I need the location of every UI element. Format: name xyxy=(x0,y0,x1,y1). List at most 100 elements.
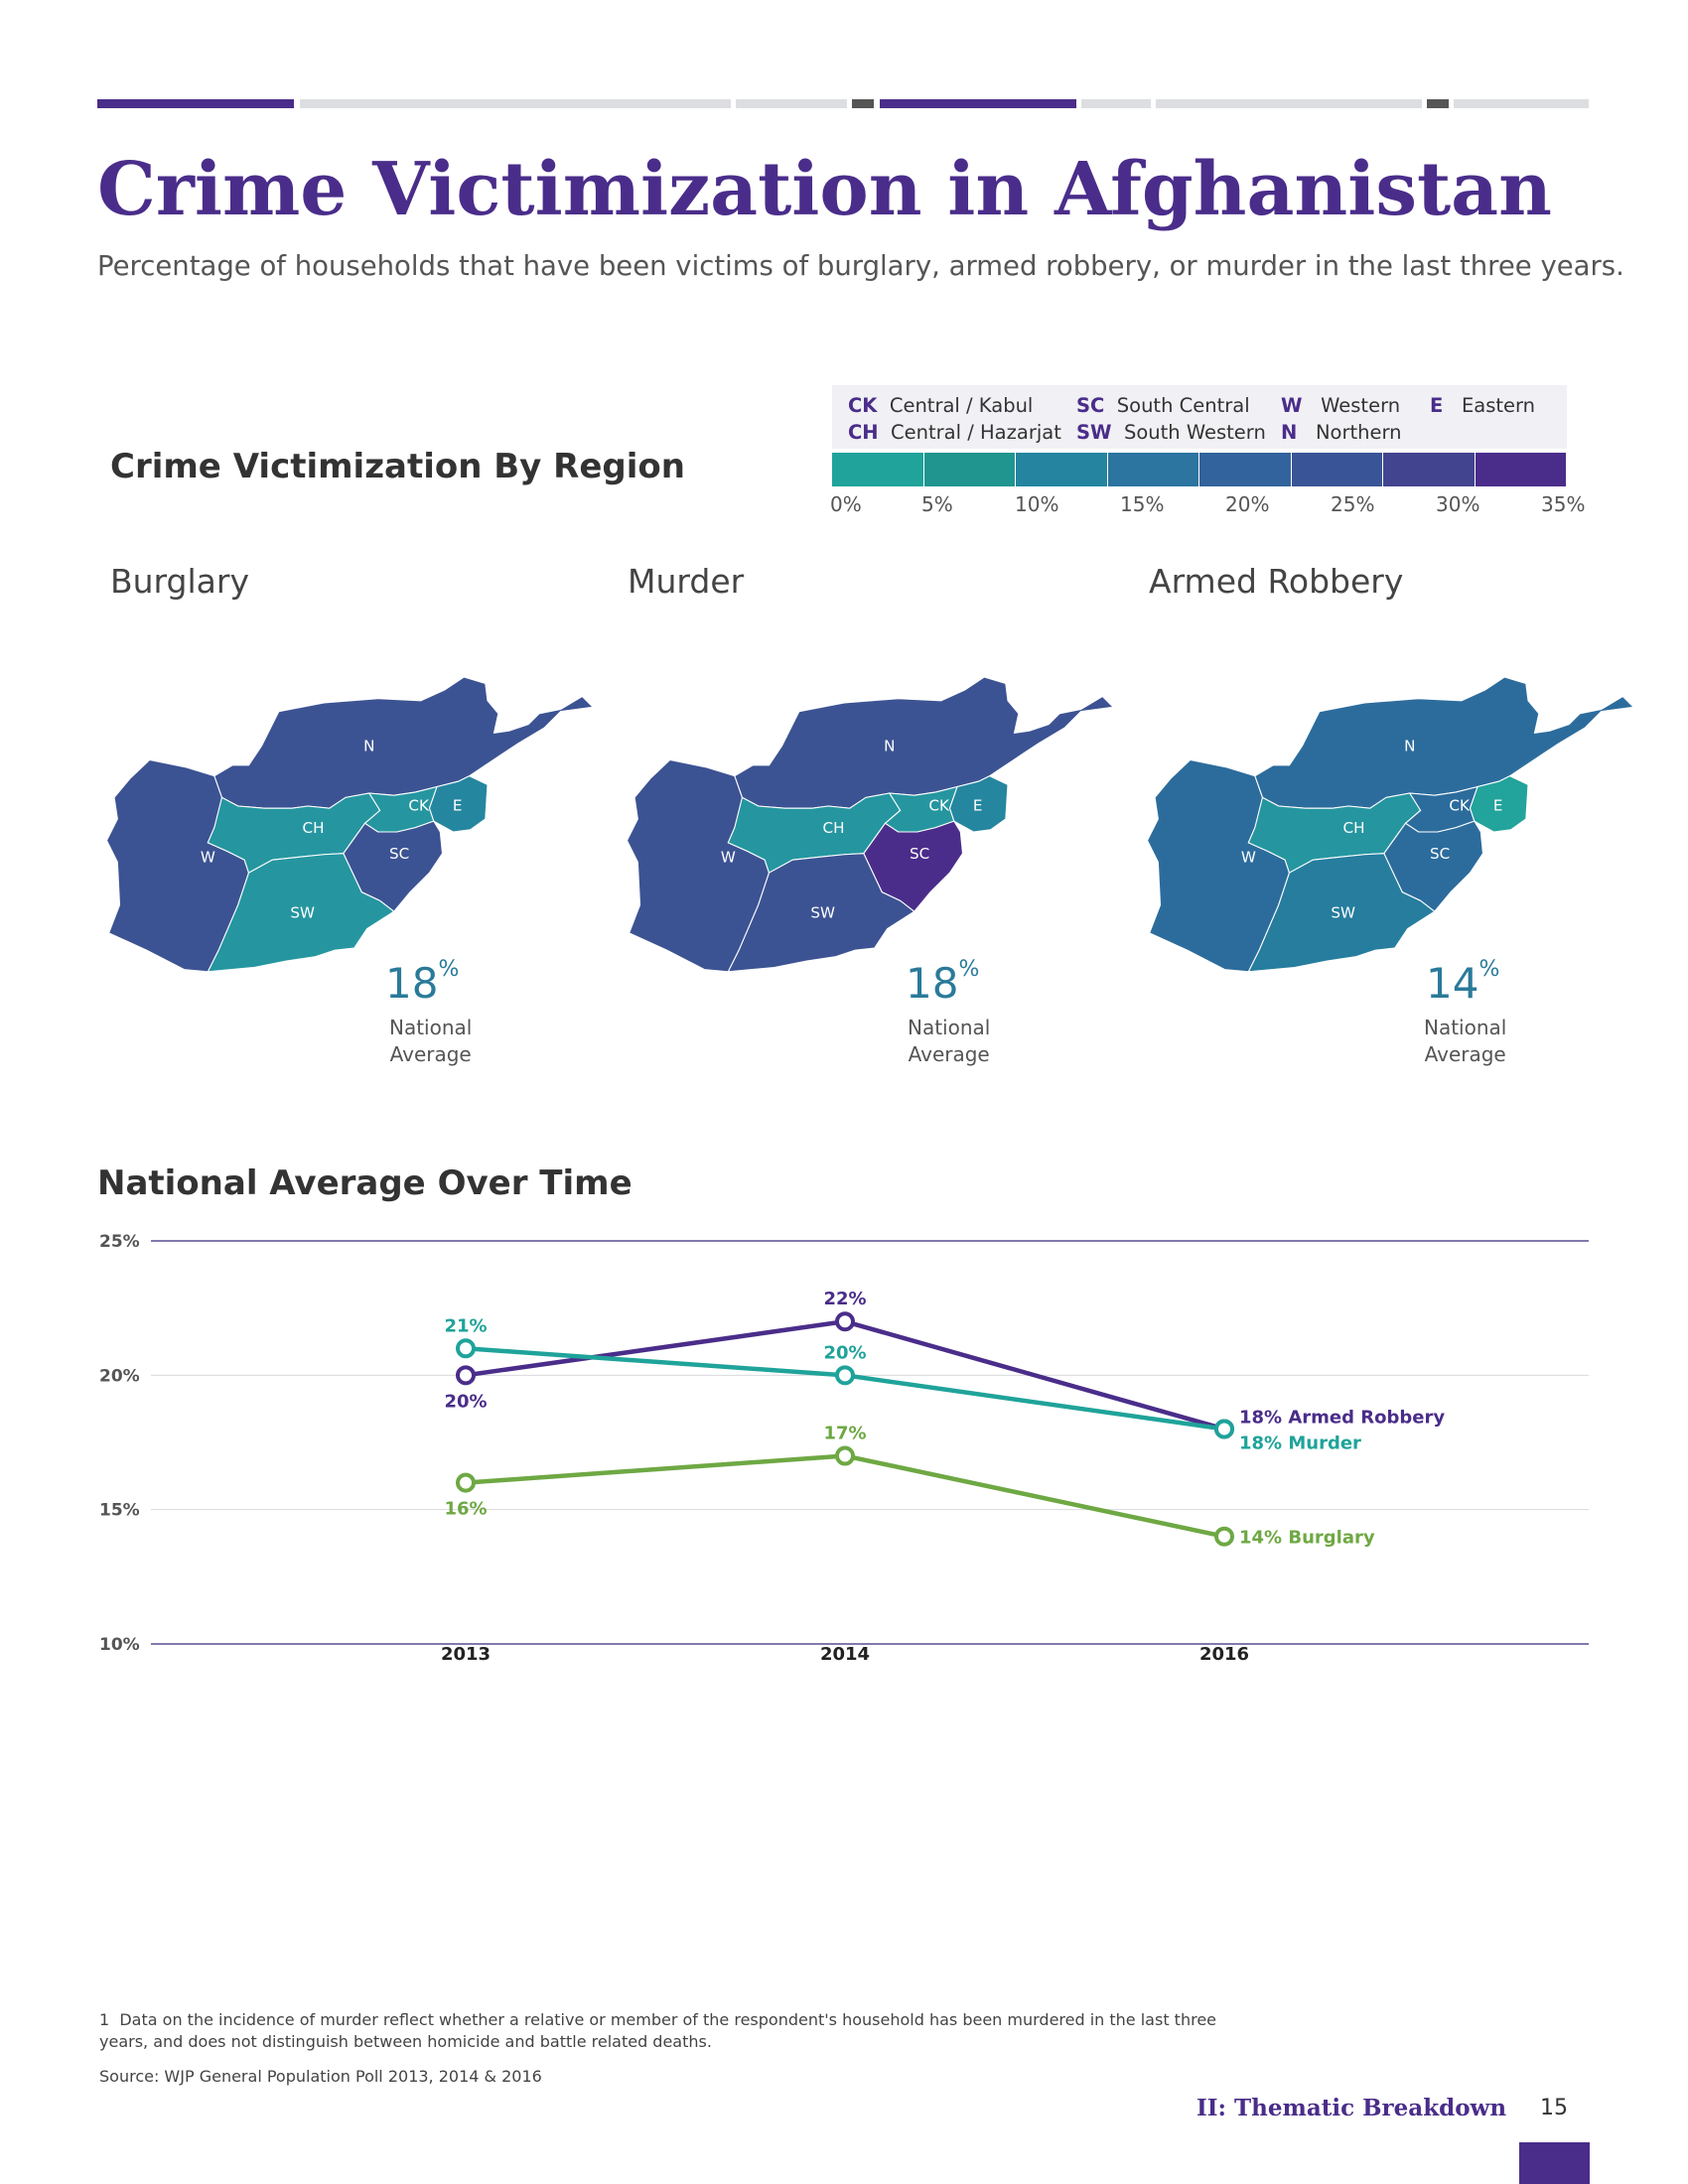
corner-tab xyxy=(1519,2142,1590,2184)
color-scale-segment xyxy=(1475,453,1566,486)
color-scale-segment xyxy=(832,453,923,486)
y-tick-label: 25% xyxy=(99,1232,140,1252)
progress-segment xyxy=(1081,99,1151,108)
progress-segment xyxy=(852,99,874,108)
color-scale-label: 0% xyxy=(830,492,862,516)
page-title: Crime Victimization in Afghanistan xyxy=(97,147,1552,232)
region-label: W xyxy=(1241,848,1256,866)
color-scale-label: 30% xyxy=(1436,492,1480,516)
data-label: 17% xyxy=(823,1424,866,1444)
color-scale-segment xyxy=(1016,453,1107,486)
legend-entry-w: W Western xyxy=(1281,394,1401,417)
region-label: E xyxy=(453,796,463,814)
region-n xyxy=(1254,676,1635,809)
region-label: N xyxy=(884,738,895,755)
y-tick-label: 15% xyxy=(99,1501,140,1521)
region-e xyxy=(428,775,489,833)
region-label: CK xyxy=(928,796,950,814)
color-scale-label: 15% xyxy=(1120,492,1165,516)
region-e xyxy=(1469,775,1529,833)
legend-entry-n: N Northern xyxy=(1281,421,1402,444)
x-tick-label: 2014 xyxy=(820,1644,870,1665)
line-section-title: National Average Over Time xyxy=(97,1163,633,1203)
page-number: 15 xyxy=(1540,2096,1568,2120)
map-title: Murder xyxy=(628,562,745,601)
map-title: Burglary xyxy=(110,562,249,601)
progress-segment xyxy=(97,99,294,108)
region-sw xyxy=(1247,853,1436,973)
region-label: SW xyxy=(1331,904,1355,922)
y-tick-label: 20% xyxy=(99,1366,140,1386)
data-label: 21% xyxy=(444,1315,487,1336)
region-section-title: Crime Victimization By Region xyxy=(110,447,685,486)
color-scale-segment xyxy=(1107,453,1198,486)
x-tick-label: 2013 xyxy=(441,1644,491,1665)
color-scale-label: 25% xyxy=(1331,492,1375,516)
data-point xyxy=(456,1365,476,1386)
region-sw xyxy=(207,853,395,973)
region-label: CH xyxy=(1343,819,1365,837)
region-label: SW xyxy=(290,904,315,922)
region-label: SC xyxy=(389,845,409,863)
region-sw xyxy=(727,853,915,973)
national-average-label: National Average xyxy=(1424,1016,1507,1066)
data-point xyxy=(1214,1526,1234,1547)
region-n xyxy=(213,676,595,809)
national-average-value: 18% xyxy=(906,957,980,1008)
data-point xyxy=(835,1311,855,1332)
data-label: 22% xyxy=(823,1289,866,1309)
region-n xyxy=(734,676,1115,809)
data-label: 18% Armed Robbery xyxy=(1239,1407,1445,1428)
data-point xyxy=(456,1472,476,1493)
region-legend: CK Central / Kabul CH Central / Hazarjat… xyxy=(832,385,1567,449)
color-scale-segment xyxy=(923,453,1015,486)
region-label: CH xyxy=(823,819,845,837)
progress-segment xyxy=(1454,99,1589,108)
color-scale-label: 20% xyxy=(1225,492,1270,516)
progress-segment xyxy=(300,99,731,108)
national-average-label: National Average xyxy=(389,1016,473,1066)
region-label: SC xyxy=(910,845,929,863)
color-scale-label: 35% xyxy=(1541,492,1586,516)
region-label: W xyxy=(721,848,736,866)
national-average-label: National Average xyxy=(908,1016,991,1066)
data-label: 20% xyxy=(444,1391,487,1412)
line-chart: 10% 15% 20% 25% 2013 2014 2016 20% 22% 18% Armed … xyxy=(99,1232,1589,1665)
color-scale-segment xyxy=(1383,453,1475,486)
source-note: Source: WJP General Population Poll 2013… xyxy=(99,2067,542,2086)
footnote: 1 Data on the incidence of murder reflec… xyxy=(99,2010,1217,2051)
series-line-burglary xyxy=(465,1453,1225,1539)
legend-entry-ck: CK Central / Kabul xyxy=(848,394,1034,417)
color-scale-segment xyxy=(1199,453,1291,486)
region-label: SW xyxy=(810,904,835,922)
region-label: E xyxy=(973,796,983,814)
x-tick-label: 2016 xyxy=(1199,1644,1249,1665)
region-label: W xyxy=(201,848,215,866)
region-label: CK xyxy=(1449,796,1471,814)
data-point xyxy=(456,1338,476,1359)
national-average-value: 18% xyxy=(385,957,460,1008)
color-scale-label: 5% xyxy=(921,492,953,516)
afghanistan-map: N W CH CK E SC SW xyxy=(105,676,595,973)
region-label: CH xyxy=(303,819,325,837)
region-label: SC xyxy=(1430,845,1450,863)
progress-segment xyxy=(1427,99,1449,108)
region-label: CK xyxy=(408,796,430,814)
progress-segment xyxy=(880,99,1076,108)
legend-entry-sc: SC South Central xyxy=(1076,394,1250,417)
data-label: 14% Burglary xyxy=(1239,1528,1375,1549)
progress-segment xyxy=(736,99,847,108)
data-point xyxy=(1214,1419,1234,1439)
national-average-value: 14% xyxy=(1426,957,1500,1008)
afghanistan-map: N W CH CK E SC SW xyxy=(626,676,1115,973)
data-label: 18% Murder xyxy=(1239,1433,1361,1453)
data-label: 20% xyxy=(823,1342,866,1363)
legend-entry-e: E Eastern xyxy=(1430,394,1536,417)
data-point xyxy=(835,1365,855,1386)
legend-entry-ch: CH Central / Hazarjat xyxy=(848,421,1061,444)
data-point xyxy=(835,1445,855,1466)
legend-entry-sw: SW South Western xyxy=(1076,421,1266,444)
region-label: N xyxy=(1404,738,1415,755)
region-label: N xyxy=(363,738,374,755)
afghanistan-map: N W CH CK E SC SW xyxy=(1146,676,1635,973)
